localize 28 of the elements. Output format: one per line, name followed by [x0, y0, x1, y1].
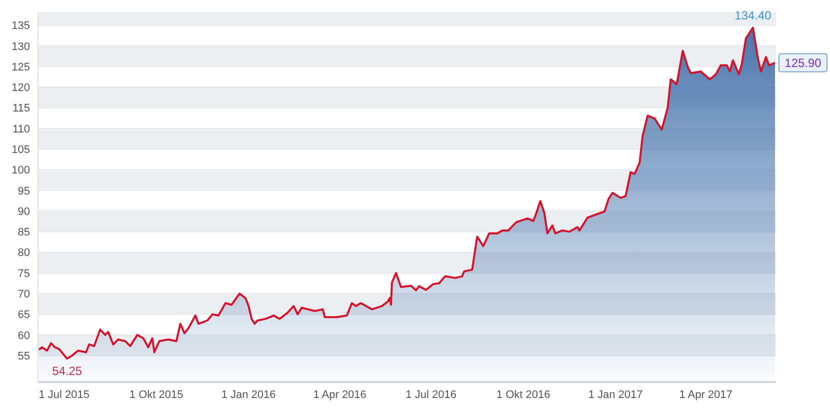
y-tick-label: 125	[12, 61, 30, 74]
y-tick-label: 80	[18, 247, 30, 260]
x-tick-label: 1 Jan 2017	[588, 388, 643, 401]
x-tick-label: 1 Apr 2016	[313, 388, 366, 401]
x-tick-label: 1 Okt 2015	[129, 388, 184, 401]
annotation: 134.40	[734, 8, 772, 23]
y-tick-label: 90	[18, 206, 30, 218]
x-tick-label: 1 Jul 2015	[38, 388, 90, 401]
y-tick-label: 105	[12, 144, 30, 156]
y-tick-label: 60	[18, 330, 30, 342]
x-tick-label: 1 Jul 2016	[406, 388, 456, 401]
x-tick-label: 1 Okt 2016	[496, 388, 550, 401]
y-tick-label: 85	[18, 226, 30, 239]
y-tick-label: 70	[18, 288, 30, 301]
x-tick-label: 1 Jan 2016	[221, 388, 276, 401]
y-tick-label: 120	[12, 82, 30, 94]
y-tick-label: 65	[18, 309, 30, 322]
annotation: 54.25	[52, 364, 82, 378]
y-tick-label: 100	[12, 164, 30, 177]
y-tick-label: 130	[12, 40, 30, 53]
y-tick-label: 110	[12, 123, 30, 136]
x-tick-label: 1 Apr 2017	[679, 388, 732, 401]
annotation: 125.90	[784, 56, 822, 70]
y-tick-label: 115	[12, 102, 30, 115]
y-tick-label: 75	[18, 268, 30, 280]
y-tick-label: 135	[12, 20, 30, 32]
y-tick-label: 95	[18, 185, 30, 198]
y-tick-label: 55	[18, 350, 30, 362]
